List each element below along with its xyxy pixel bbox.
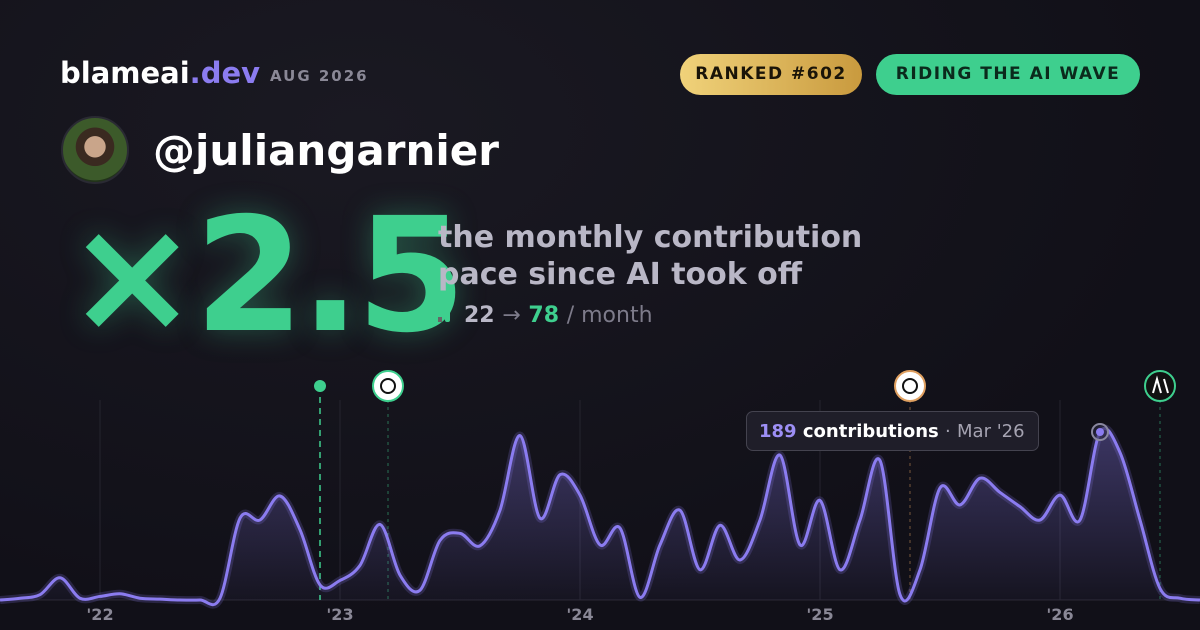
event-icon: [1144, 370, 1176, 402]
pace: 22 → 78 / month: [438, 303, 653, 328]
multiplier: ×2.5: [66, 184, 466, 368]
rank-badge: RANKED #602: [680, 54, 862, 95]
area: [0, 428, 1200, 605]
event-icon: [894, 370, 926, 402]
caption: pace since AI took off: [438, 257, 803, 292]
date: AUG 2026: [270, 67, 369, 85]
x-tick-label: '22: [86, 605, 113, 624]
status-badge: RIDING THE AI WAVE: [876, 54, 1140, 95]
line: [0, 426, 1200, 607]
brand: blameai.dev: [60, 56, 261, 90]
ai-dot: [314, 380, 326, 392]
highlight-dot: [1096, 428, 1104, 436]
caption: the monthly contribution: [438, 220, 863, 255]
tooltip: 189 contributions · Mar '26: [746, 411, 1039, 451]
avatar: [61, 116, 129, 184]
x-tick-label: '25: [806, 605, 833, 624]
x-tick-label: '23: [326, 605, 353, 624]
handle: @juliangarnier: [153, 126, 499, 175]
x-tick-label: '26: [1046, 605, 1073, 624]
x-tick-label: '24: [566, 605, 593, 624]
event-icon: [372, 370, 404, 402]
